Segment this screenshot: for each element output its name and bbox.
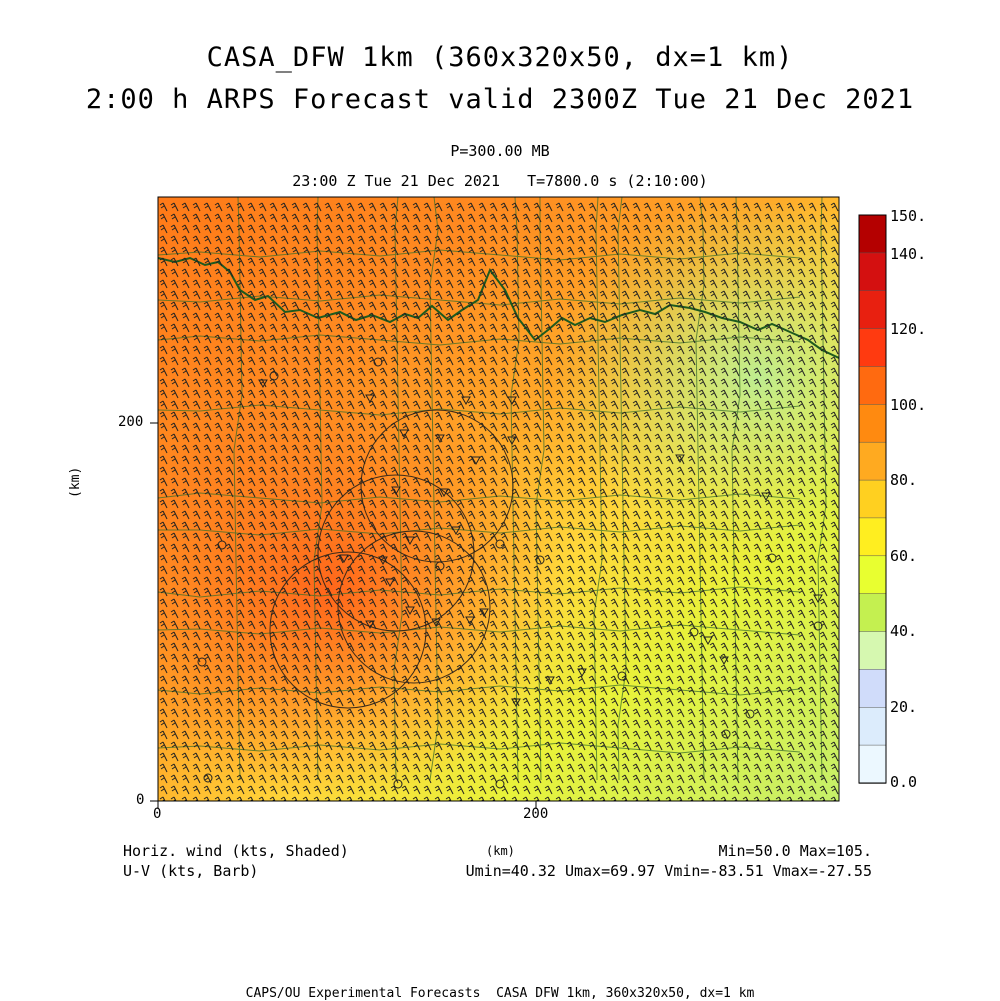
plot-title: CASA_DFW 1km (360x320x50, dx=1 km) <box>206 42 794 73</box>
colorbar-swatch <box>858 593 887 633</box>
y-tick-0: 0 <box>136 792 145 808</box>
y-axis-unit: (km) <box>68 466 83 498</box>
colorbar-label: 120. <box>890 320 927 338</box>
plot-subtitle: 2:00 h ARPS Forecast valid 2300Z Tue 21 … <box>85 84 915 115</box>
plot-frame <box>157 196 840 802</box>
colorbar-swatch <box>858 707 887 746</box>
colorbar-swatch <box>858 744 887 784</box>
station-markers <box>197 357 823 789</box>
colorbar-swatch <box>858 479 887 519</box>
colorbar-swatch <box>858 366 887 406</box>
colorbar-swatch <box>858 517 887 557</box>
x-axis-unit: (km) <box>486 844 515 858</box>
colorbar-swatch <box>858 555 887 595</box>
valid-time: 23:00 Z Tue 21 Dec 2021 T=7800.0 s (2:10… <box>292 172 708 190</box>
y-tick-200: 200 <box>118 414 144 430</box>
radar-range-rings <box>269 409 514 709</box>
uv-stats: Umin=40.32 Umax=69.97 Vmin=-83.51 Vmax=-… <box>465 862 872 880</box>
colorbar-label: 60. <box>890 547 918 565</box>
colorbar-label: 100. <box>890 396 927 414</box>
colorbar-swatch <box>858 290 887 330</box>
colorbar <box>858 214 887 784</box>
colorbar-swatch <box>858 252 887 292</box>
colorbar-label: 0.0 <box>890 773 918 791</box>
pressure-level: P=300.00 MB <box>450 142 550 160</box>
colorbar-label: 40. <box>890 622 918 640</box>
colorbar-swatch <box>858 214 887 254</box>
colorbar-swatch <box>858 631 887 671</box>
colorbar-label: 150. <box>890 207 927 225</box>
state-border <box>158 256 839 359</box>
wind-barbs <box>159 202 839 801</box>
x-tick-0: 0 <box>153 806 162 822</box>
colorbar-label: 140. <box>890 245 927 263</box>
colorbar-swatch <box>858 441 887 481</box>
colorbar-label: 80. <box>890 471 918 489</box>
colorbar-swatch <box>858 404 887 443</box>
field-label: Horiz. wind (kts, Shaded) <box>123 842 349 860</box>
x-tick-200: 200 <box>523 806 549 822</box>
credit-line: CAPS/OU Experimental Forecasts CASA DFW … <box>245 986 755 1001</box>
vector-label: U-V (kts, Barb) <box>123 862 259 880</box>
colorbar-label: 20. <box>890 698 918 716</box>
colorbar-swatch <box>858 328 887 368</box>
colorbar-swatch <box>858 669 887 709</box>
min-max: Min=50.0 Max=105. <box>718 842 872 860</box>
